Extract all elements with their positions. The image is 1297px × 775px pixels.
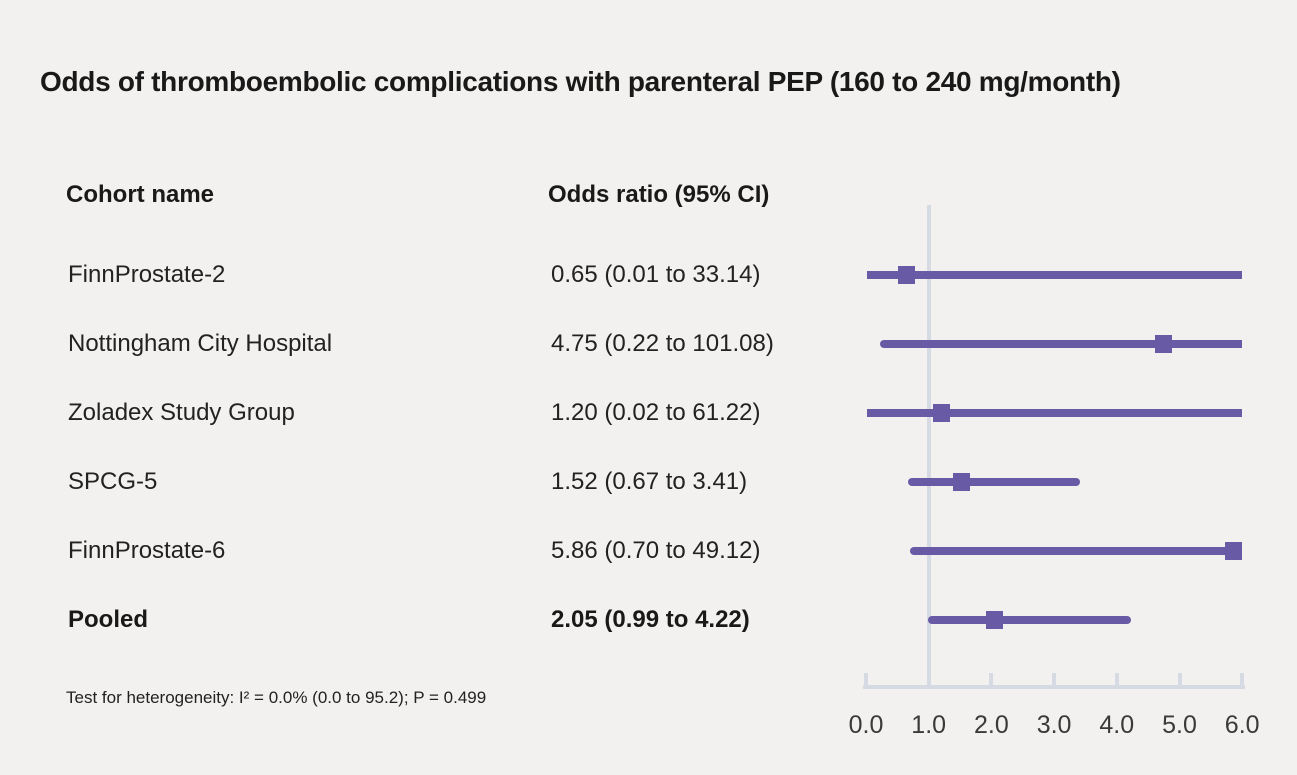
x-axis-tick: [989, 673, 994, 685]
x-axis-tick: [1240, 673, 1245, 685]
point-estimate-marker: [898, 266, 916, 284]
x-axis-line: [863, 685, 1246, 689]
heterogeneity-note: Test for heterogeneity: I² = 0.0% (0.0 t…: [66, 688, 487, 707]
confidence-interval-bar: [867, 409, 1243, 417]
cohort-label: Nottingham City Hospital: [68, 330, 333, 357]
cohort-label: Pooled: [68, 606, 149, 633]
column-header-cohort-name: Cohort name: [66, 181, 215, 208]
odds-ratio-value: 1.20 (0.02 to 61.22): [551, 399, 761, 426]
reference-line: [926, 205, 931, 689]
x-axis-tick-label: 4.0: [1099, 711, 1135, 739]
confidence-interval-bar: [909, 547, 1243, 555]
point-estimate-marker: [952, 473, 970, 491]
x-axis-tick-label: 6.0: [1224, 711, 1260, 739]
x-axis-tick: [926, 673, 931, 685]
confidence-interval-bar: [879, 340, 1243, 348]
cohort-label: SPCG-5: [68, 468, 158, 495]
x-axis-tick: [1177, 673, 1182, 685]
point-estimate-marker: [1224, 542, 1242, 560]
column-header-odds-ratio: Odds ratio (95% CI): [548, 181, 770, 208]
odds-ratio-value: 1.52 (0.67 to 3.41): [551, 468, 748, 495]
x-axis-tick: [864, 673, 868, 685]
point-estimate-marker: [986, 611, 1004, 629]
x-axis-tick-label: 5.0: [1162, 711, 1197, 739]
x-axis-tick-label: 3.0: [1036, 711, 1072, 739]
point-estimate-marker: [932, 404, 950, 422]
odds-ratio-value: 5.86 (0.70 to 49.12): [551, 537, 761, 564]
x-axis-tick-label: 2.0: [974, 711, 1009, 739]
cohort-label: FinnProstate-2: [68, 261, 226, 288]
confidence-interval-bar: [908, 478, 1080, 486]
odds-ratio-value: 2.05 (0.99 to 4.22): [551, 606, 750, 633]
point-estimate-marker: [1155, 335, 1173, 353]
odds-ratio-value: 0.65 (0.01 to 33.14): [551, 261, 761, 288]
x-axis-tick: [1052, 673, 1057, 685]
confidence-interval-bar: [928, 616, 1131, 624]
confidence-interval-bar: [866, 271, 1243, 279]
x-axis-tick-label: 0.0: [848, 711, 884, 739]
cohort-label: FinnProstate-6: [68, 537, 226, 564]
chart-title: Odds of thromboembolic complications wit…: [40, 66, 1121, 97]
x-axis-tick: [1114, 673, 1119, 685]
cohort-label: Zoladex Study Group: [68, 399, 295, 426]
odds-ratio-value: 4.75 (0.22 to 101.08): [551, 330, 774, 357]
x-axis-tick-label: 1.0: [911, 711, 947, 739]
